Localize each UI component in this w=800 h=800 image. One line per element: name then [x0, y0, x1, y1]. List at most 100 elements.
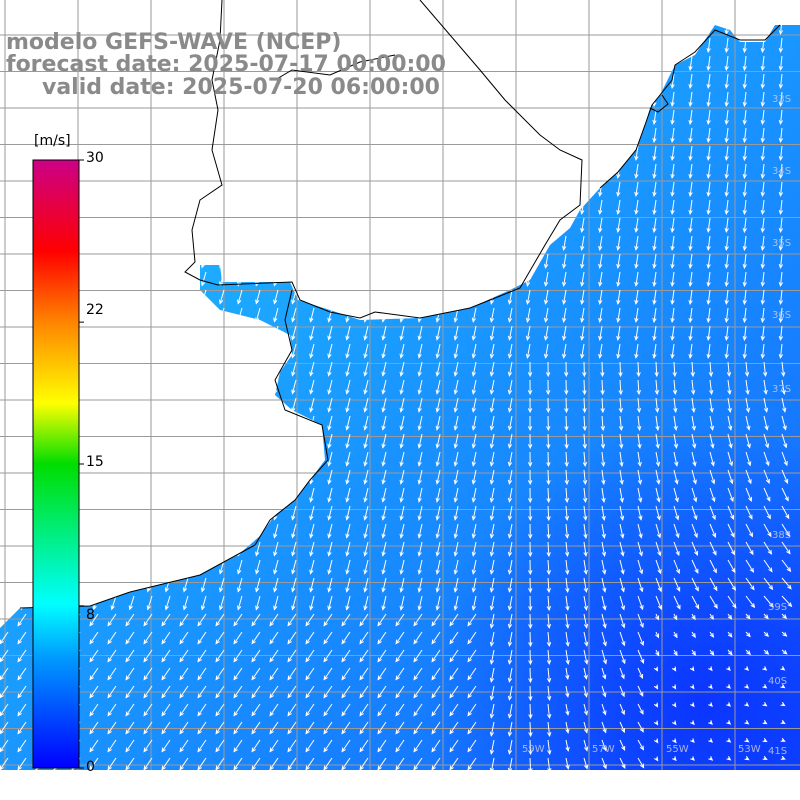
wind-arrow: [471, 595, 477, 611]
wind-arrow: [637, 613, 644, 629]
wind-arrow: [128, 289, 135, 305]
wind-arrow: [381, 145, 387, 161]
wind-arrow: [489, 343, 495, 359]
wind-arrow: [727, 451, 734, 467]
wind-arrow: [449, 685, 459, 699]
wind-arrow: [489, 361, 495, 377]
wind-arrow: [652, 199, 657, 216]
wind-arrow: [690, 738, 695, 744]
wind-arrow: [327, 541, 333, 557]
wind-arrow: [582, 361, 587, 378]
wind-arrow: [781, 505, 790, 520]
wind-arrow: [507, 235, 513, 251]
wind-arrow: [543, 181, 549, 197]
wind-arrow: [760, 289, 766, 306]
wind-arrow: [670, 343, 675, 360]
wind-arrow: [489, 109, 495, 125]
wind-arrow: [564, 451, 569, 468]
wind-arrow: [20, 217, 27, 233]
wind-arrow: [305, 649, 315, 663]
wind-arrow: [182, 325, 189, 341]
wind-arrow: [781, 613, 788, 620]
wind-arrow: [616, 343, 621, 359]
wind-arrow: [619, 721, 626, 734]
wind-arrow: [143, 649, 153, 663]
wind-arrow: [655, 523, 662, 539]
wind-arrow: [525, 343, 531, 359]
wind-arrow: [652, 253, 657, 270]
wind-arrow: [546, 433, 551, 450]
wind-arrow: [20, 343, 27, 359]
wind-arrow: [708, 361, 714, 378]
wind-arrow: [255, 469, 261, 485]
wind-arrow: [20, 469, 27, 485]
wind-arrow: [763, 523, 772, 538]
wind-arrow: [323, 757, 333, 770]
wind-arrow: [619, 631, 626, 647]
wind-arrow: [110, 127, 117, 143]
wind-arrow: [197, 631, 207, 645]
wind-arrow: [525, 217, 531, 233]
wind-arrow: [291, 541, 297, 557]
wind-arrow: [742, 181, 747, 198]
wind-arrow: [20, 595, 27, 611]
wind-arrow: [673, 469, 679, 485]
wind-arrow: [255, 541, 261, 557]
wind-arrow: [110, 181, 117, 197]
wind-arrow: [255, 415, 261, 431]
wind-arrow: [467, 703, 477, 717]
wind-arrow: [688, 235, 693, 252]
wind-arrow: [762, 737, 768, 743]
wind-arrow: [598, 55, 603, 71]
wind-arrow: [652, 325, 657, 342]
wind-arrow: [745, 541, 754, 556]
coastline: [19, 0, 781, 609]
wind-arrow: [709, 397, 714, 413]
wind-arrow: [600, 379, 605, 396]
wind-arrow: [655, 433, 660, 449]
wind-arrow: [727, 613, 733, 620]
wind-arrow: [435, 253, 441, 269]
wind-arrow: [546, 505, 551, 522]
wind-arrow: [616, 253, 621, 269]
wind-arrow: [760, 163, 766, 180]
wind-arrow: [672, 379, 678, 396]
wind-arrow: [237, 559, 243, 575]
colorbar-tick: 0: [86, 759, 95, 775]
wind-arrow: [507, 37, 513, 53]
wind-arrow: [583, 541, 588, 557]
wind-arrow: [467, 757, 477, 770]
wind-arrow: [200, 595, 207, 611]
wind-arrow: [780, 737, 786, 742]
wind-arrow: [690, 702, 695, 708]
wind-arrow: [269, 757, 279, 770]
wind-arrow: [580, 325, 585, 341]
wind-arrow: [564, 397, 569, 414]
wind-arrow: [287, 631, 297, 645]
wind-arrow: [653, 666, 658, 672]
wind-arrow: [580, 73, 585, 89]
wind-arrow: [435, 271, 441, 287]
wind-arrow: [273, 325, 279, 341]
wind-arrow: [381, 523, 387, 539]
wind-arrow: [363, 271, 369, 287]
wind-arrow: [637, 523, 643, 539]
wind-arrow: [363, 253, 369, 269]
wind-arrow: [219, 469, 225, 485]
wind-arrow: [742, 217, 747, 234]
wind-arrow: [377, 685, 387, 699]
wind-arrow: [128, 595, 135, 611]
wind-arrow: [107, 721, 117, 735]
wind-arrow: [634, 73, 639, 89]
wind-arrow: [255, 289, 261, 305]
wind-arrow: [527, 469, 533, 486]
wind-arrow: [110, 595, 117, 611]
wind-arrow: [507, 631, 513, 647]
wind-arrow: [255, 235, 261, 251]
lon-label: 59W: [522, 744, 545, 755]
wind-arrow: [580, 343, 585, 359]
wind-arrow: [724, 307, 729, 324]
wind-arrow: [619, 505, 625, 521]
wind-arrow: [200, 163, 207, 179]
wind-arrow: [598, 217, 603, 233]
